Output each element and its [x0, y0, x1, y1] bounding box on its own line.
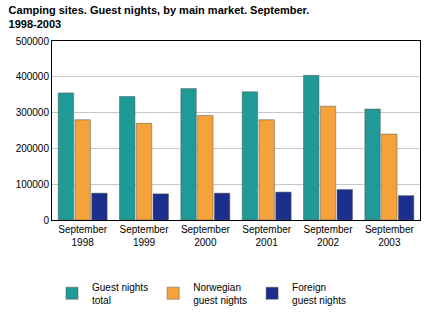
svg-text:September2003: September2003	[365, 224, 415, 248]
svg-text:Camping sites. Guest nights, b: Camping sites. Guest nights, by main mar…	[9, 4, 310, 30]
svg-text:September2000: September2000	[181, 224, 231, 248]
svg-text:September1998: September1998	[58, 224, 108, 248]
svg-text:500000: 500000	[16, 36, 50, 47]
svg-text:0: 0	[43, 215, 49, 226]
svg-text:300000: 300000	[16, 107, 50, 118]
svg-text:September2001: September2001	[242, 224, 292, 248]
svg-text:400000: 400000	[16, 71, 50, 82]
svg-text:200000: 200000	[16, 143, 50, 154]
svg-text:September1999: September1999	[120, 224, 170, 248]
svg-text:Guest nightstotal: Guest nightstotal	[92, 282, 148, 306]
svg-text:Norwegianguest nights: Norwegianguest nights	[193, 282, 247, 306]
svg-text:September2002: September2002	[304, 224, 354, 248]
svg-text:100000: 100000	[16, 179, 50, 190]
svg-text:Foreignguest nights: Foreignguest nights	[292, 282, 346, 306]
